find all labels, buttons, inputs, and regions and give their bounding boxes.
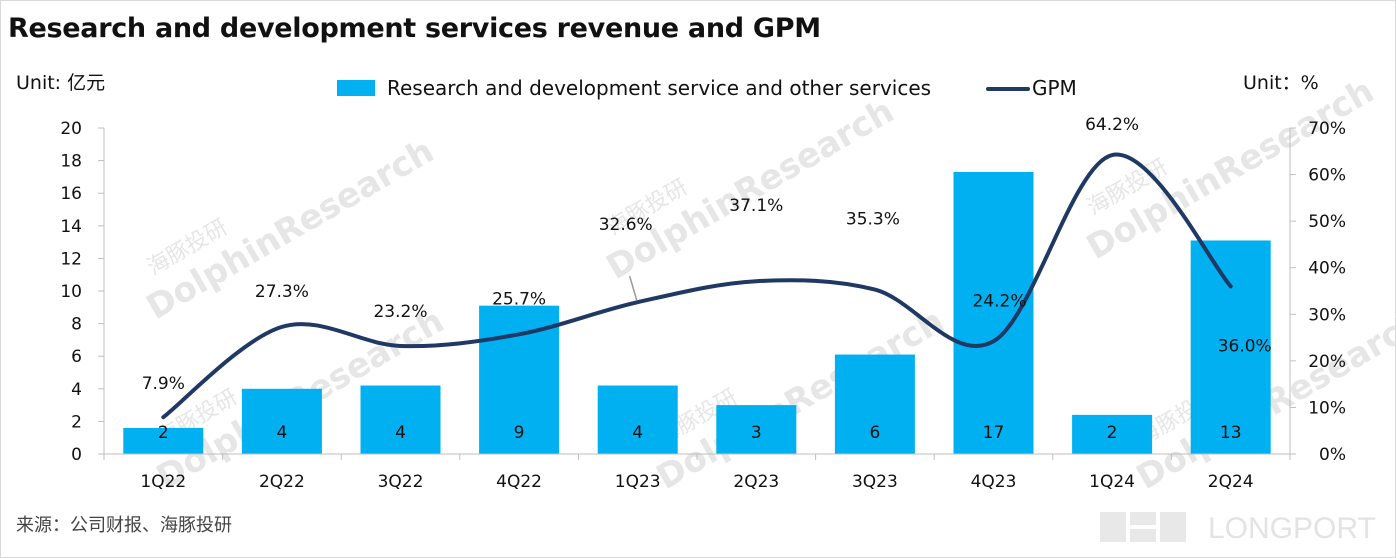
bar-2Q22 bbox=[241, 388, 322, 454]
gpm-line bbox=[161, 152, 1233, 420]
bar-value-label: 3 bbox=[751, 423, 762, 443]
left-axis-unit: Unit: 亿元 bbox=[16, 72, 106, 94]
source-note: 来源：公司财报、海豚投研 bbox=[16, 515, 232, 536]
right-tick-label: 70% bbox=[1308, 119, 1346, 139]
legend-bar-swatch bbox=[337, 80, 375, 96]
left-tick-label: 18 bbox=[60, 152, 82, 172]
x-tick-label: 3Q22 bbox=[378, 472, 424, 492]
x-tick-label: 4Q22 bbox=[496, 472, 542, 492]
logo-text: LONGPORT bbox=[1208, 512, 1376, 545]
left-tick-label: 0 bbox=[71, 445, 82, 465]
bar-series bbox=[123, 172, 1271, 454]
gpm-value-label: 64.2% bbox=[1085, 115, 1139, 135]
x-tick-label: 1Q22 bbox=[140, 472, 186, 492]
gpm-value-label: 36.0% bbox=[1218, 336, 1272, 356]
x-tick-label: 2Q23 bbox=[733, 472, 779, 492]
gpm-line-series bbox=[161, 152, 1233, 420]
right-tick-label: 30% bbox=[1308, 305, 1346, 325]
data-labels: 2 4 4 9 4 3 6 17 2 13 7.9% 27.3% 23.2% 25.7% 32.6% 37.1… bbox=[142, 115, 1272, 443]
legend-bar-label: Research and development service and oth… bbox=[387, 76, 932, 100]
watermark-en: DolphinResearch bbox=[600, 91, 901, 288]
axes: 0 2 4 6 8 10 12 14 16 18 20 0% 10% 20% 30% 40% 50% 60% 70%… bbox=[60, 119, 1346, 492]
x-tick-label: 1Q23 bbox=[615, 472, 661, 492]
left-tick-label: 14 bbox=[60, 217, 82, 237]
left-tick-label: 10 bbox=[60, 282, 82, 302]
x-tick-label: 3Q23 bbox=[852, 472, 898, 492]
x-tick-label: 2Q24 bbox=[1208, 472, 1254, 492]
left-tick-label: 12 bbox=[60, 249, 82, 269]
left-tick-label: 2 bbox=[71, 412, 82, 432]
bar-4Q23 bbox=[953, 172, 1034, 454]
bar-value-label: 2 bbox=[158, 423, 169, 443]
gpm-value-label: 23.2% bbox=[373, 302, 427, 322]
right-tick-label: 0% bbox=[1319, 445, 1346, 465]
right-tick-label: 50% bbox=[1308, 212, 1346, 232]
right-tick-label: 40% bbox=[1308, 259, 1346, 279]
gpm-value-label: 32.6% bbox=[599, 215, 653, 235]
right-tick-label: 60% bbox=[1308, 166, 1346, 186]
x-tick-label: 4Q23 bbox=[971, 472, 1017, 492]
legend-line-swatch bbox=[986, 87, 1030, 91]
bar-value-label: 6 bbox=[869, 423, 880, 443]
gpm-value-label: 27.3% bbox=[255, 282, 309, 302]
bar-1Q24 bbox=[1072, 414, 1153, 454]
left-tick-label: 6 bbox=[71, 347, 82, 367]
bar-3Q23 bbox=[834, 354, 915, 454]
bar-1Q23 bbox=[597, 385, 678, 454]
gpm-value-label: 7.9% bbox=[142, 374, 185, 394]
right-tick-label: 10% bbox=[1308, 398, 1346, 418]
bar-value-label: 17 bbox=[983, 423, 1005, 443]
label-leader-line bbox=[628, 275, 638, 301]
bar-4Q22 bbox=[479, 305, 560, 454]
legend-line-label: GPM bbox=[1032, 76, 1077, 100]
x-tick-label: 2Q22 bbox=[259, 472, 305, 492]
bar-2Q23 bbox=[716, 405, 797, 454]
bar-value-label: 13 bbox=[1220, 423, 1242, 443]
bar-2Q24 bbox=[1190, 240, 1271, 454]
x-tick-label: 1Q24 bbox=[1089, 472, 1135, 492]
right-axis-unit: Unit：% bbox=[1243, 72, 1319, 94]
gpm-value-label: 24.2% bbox=[972, 291, 1026, 311]
gpm-value-label: 25.7% bbox=[492, 289, 546, 309]
left-tick-label: 4 bbox=[71, 380, 82, 400]
longport-logo: LONGPORT bbox=[1100, 512, 1376, 545]
bar-value-label: 4 bbox=[632, 423, 643, 443]
gpm-value-label: 37.1% bbox=[729, 196, 783, 216]
left-tick-label: 8 bbox=[71, 315, 82, 335]
bar-value-label: 2 bbox=[1107, 423, 1118, 443]
right-tick-label: 20% bbox=[1308, 352, 1346, 372]
bar-value-label: 4 bbox=[395, 423, 406, 443]
gpm-value-label: 35.3% bbox=[846, 210, 900, 230]
chart-title: Research and development services revenu… bbox=[8, 13, 821, 44]
bar-1Q22 bbox=[123, 427, 204, 454]
bar-value-label: 4 bbox=[276, 423, 287, 443]
left-tick-label: 16 bbox=[60, 184, 82, 204]
left-tick-label: 20 bbox=[60, 119, 82, 139]
bar-3Q22 bbox=[360, 385, 441, 454]
bar-value-label: 9 bbox=[514, 423, 525, 443]
